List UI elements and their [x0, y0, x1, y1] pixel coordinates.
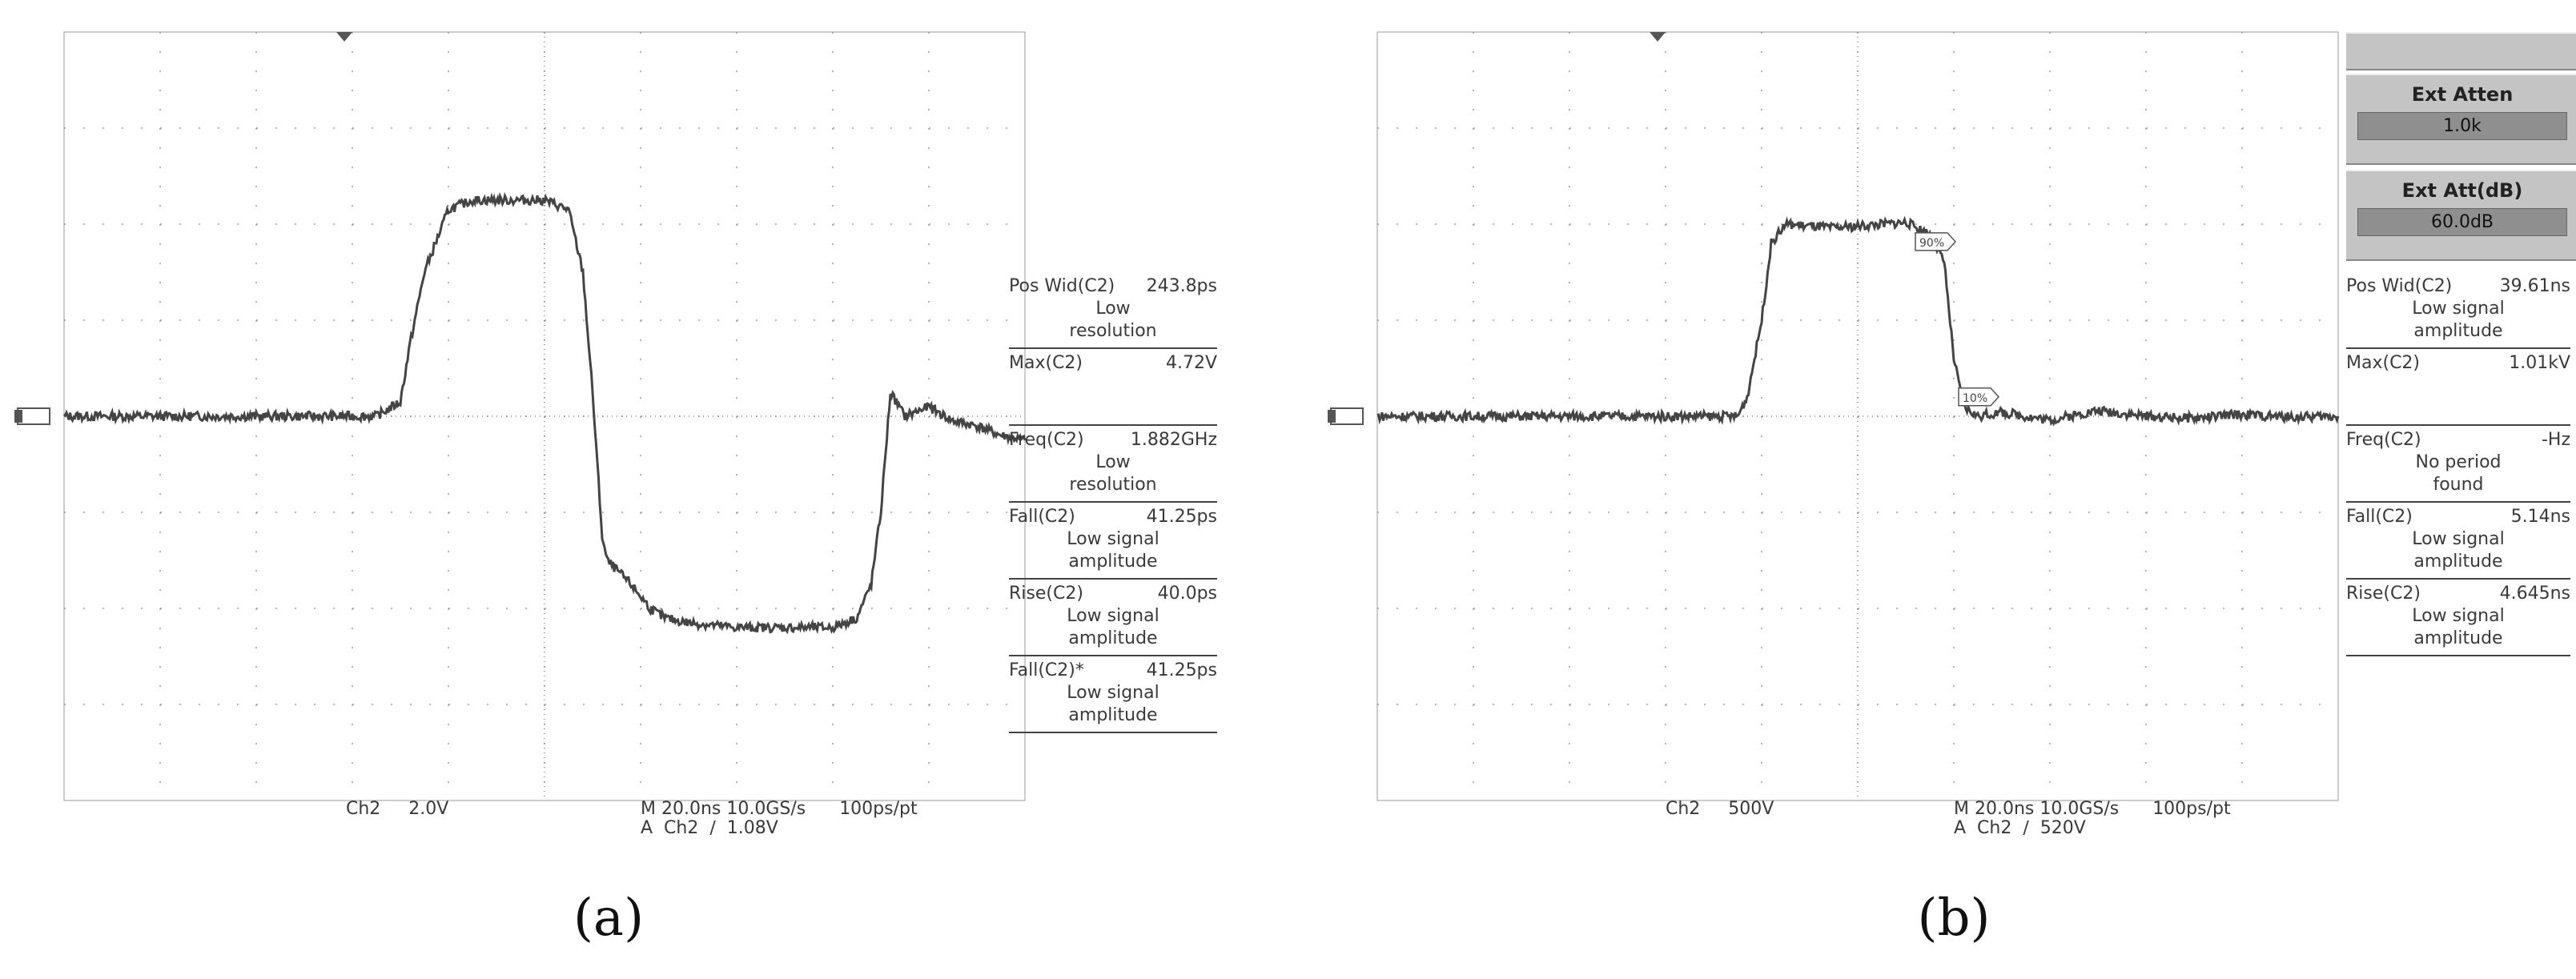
- ext-atten-value: 1.0k: [2357, 112, 2567, 140]
- ext-att-db-label: Ext Att(dB): [2401, 179, 2523, 202]
- measurement-name: Freq(C2): [1009, 430, 1084, 450]
- measurement-note: [1009, 375, 1217, 397]
- measurement-value: 41.25ps: [1146, 507, 1217, 527]
- ext-atten-label: Ext Atten: [2411, 83, 2514, 106]
- reference-marker: 10%: [1958, 387, 2000, 407]
- measurement-name: Fall(C2)*: [1009, 660, 1084, 680]
- measurement-value: -Hz: [2541, 430, 2570, 450]
- measurement-note: amplitude: [1068, 552, 1158, 572]
- measurement-name: Fall(C2): [1009, 507, 1075, 527]
- measurement-value: 1.882GHz: [1130, 430, 1217, 450]
- measurement-readout: Fall(C2)* 41.25ps Low signal amplitude: [1009, 656, 1217, 733]
- measurement-readout: Rise(C2) 4.645ns Low signal amplitude: [2346, 580, 2570, 656]
- measurement-readout: Max(C2) 1.01kV: [2346, 349, 2570, 426]
- measurement-readout: Fall(C2) 41.25ps Low signal amplitude: [1009, 503, 1217, 580]
- scope-panel-b: 90% 10% Ext Atten 1.0k Ext Att(dB) 60.0dB…: [1313, 0, 2576, 979]
- trigger-readout: A Ch2 ∕ 1.08V: [641, 818, 778, 838]
- measurement-note: resolution: [1069, 475, 1157, 495]
- measurement-readout: Freq(C2) -Hz No period found: [2346, 426, 2570, 503]
- reference-marker: 90%: [1915, 232, 1957, 251]
- measurement-note: resolution: [1069, 321, 1157, 341]
- waveform-plot-a: [14, 31, 1027, 801]
- ext-att-db-value: 60.0dB: [2357, 208, 2567, 236]
- measurement-readout: Fall(C2) 5.14ns Low signal amplitude: [2346, 503, 2570, 580]
- measurement-readout: Max(C2) 4.72V: [1009, 349, 1217, 426]
- measurement-value: 1.01kV: [2509, 353, 2570, 373]
- waveform-trace: [62, 191, 1027, 635]
- measurement-name: Max(C2): [1009, 353, 1083, 373]
- measurement-value: 4.72V: [1165, 353, 1217, 373]
- measurement-note: [1009, 397, 1217, 419]
- measurement-note: Low signal: [2412, 299, 2505, 319]
- measurement-readout: Pos Wid(C2) 243.8ps Low resolution: [1009, 272, 1217, 349]
- scope-screen-a: [14, 31, 1027, 801]
- measurement-name: Rise(C2): [1009, 584, 1083, 604]
- waveform-trace: [1376, 215, 2340, 427]
- measurement-name: Fall(C2): [2346, 507, 2413, 527]
- measurement-name: Rise(C2): [2346, 584, 2421, 604]
- channel-readout: Ch2 2.0V: [346, 799, 449, 819]
- measurement-panel-b: Pos Wid(C2) 39.61ns Low signal amplitude Max…: [2346, 272, 2570, 656]
- measurement-value: 41.25ps: [1146, 660, 1217, 680]
- measurement-note: Low signal: [2412, 606, 2505, 626]
- measurement-note: [2346, 397, 2570, 419]
- measurement-name: Max(C2): [2346, 353, 2421, 373]
- measurement-note: No period: [2415, 452, 2502, 472]
- measurement-readout: Freq(C2) 1.882GHz Low resolution: [1009, 426, 1217, 503]
- timebase-readout: M 20.0ns 10.0GS/s 100ps/pt: [641, 799, 918, 819]
- panel-label-a: (a): [573, 889, 645, 948]
- measurement-note: amplitude: [2413, 552, 2503, 572]
- measurement-note: Low signal: [2412, 529, 2505, 549]
- scope-panel-a: Pos Wid(C2) 243.8ps Low resolution Max(C2) 4.…: [0, 0, 1217, 979]
- measurement-value: 39.61ns: [2499, 276, 2570, 296]
- measurement-note: amplitude: [2413, 321, 2503, 341]
- measurement-value: 243.8ps: [1146, 276, 1217, 296]
- reference-marker-tag: [1958, 387, 2000, 407]
- reference-marker-label: 90%: [1919, 237, 1944, 250]
- measurement-readout: Rise(C2) 40.0ps Low signal amplitude: [1009, 580, 1217, 656]
- measurement-readout: Pos Wid(C2) 39.61ns Low signal amplitude: [2346, 272, 2570, 349]
- trigger-readout: A Ch2 ∕ 520V: [1954, 818, 2086, 838]
- panel-label-b: (b): [1917, 889, 1991, 948]
- measurement-note: amplitude: [2413, 628, 2503, 648]
- measurement-value: 40.0ps: [1157, 584, 1217, 604]
- measurement-note: Low signal: [1067, 529, 1159, 549]
- scope-screen-b: 90% 10%: [1328, 31, 2340, 801]
- measurement-note: Low: [1095, 452, 1131, 472]
- measurement-value: 4.645ns: [2499, 584, 2570, 604]
- measurement-name: Freq(C2): [2346, 430, 2421, 450]
- measurement-note: Low: [1095, 299, 1131, 319]
- channel-marker-icon: [1328, 410, 1336, 423]
- measurement-panel-a: Pos Wid(C2) 243.8ps Low resolution Max(C2) 4.…: [1009, 272, 1217, 733]
- channel-readout: Ch2 500V: [1666, 799, 1774, 819]
- ext-atten-button[interactable]: Ext Atten 1.0k: [2346, 74, 2576, 165]
- measurement-note: [2346, 375, 2570, 397]
- measurement-note: found: [2433, 475, 2484, 495]
- channel-marker-icon: [14, 410, 22, 423]
- measurement-name: Pos Wid(C2): [2346, 276, 2453, 296]
- side-menu-header: [2346, 32, 2576, 70]
- ext-att-db-button[interactable]: Ext Att(dB) 60.0dB: [2346, 170, 2576, 261]
- reference-marker-tag: [1915, 232, 1957, 251]
- measurement-note: Low signal: [1067, 606, 1159, 626]
- measurement-value: 5.14ns: [2510, 507, 2570, 527]
- measurement-name: Pos Wid(C2): [1009, 276, 1115, 296]
- measurement-note: amplitude: [1068, 705, 1158, 725]
- reference-marker-label: 10%: [1963, 392, 1987, 405]
- measurement-note: amplitude: [1068, 628, 1158, 648]
- trigger-position-icon: [1650, 32, 1666, 42]
- timebase-readout: M 20.0ns 10.0GS/s 100ps/pt: [1954, 799, 2231, 819]
- waveform-plot-b: 90% 10%: [1328, 31, 2340, 801]
- trigger-position-icon: [336, 32, 352, 42]
- measurement-note: Low signal: [1067, 683, 1159, 703]
